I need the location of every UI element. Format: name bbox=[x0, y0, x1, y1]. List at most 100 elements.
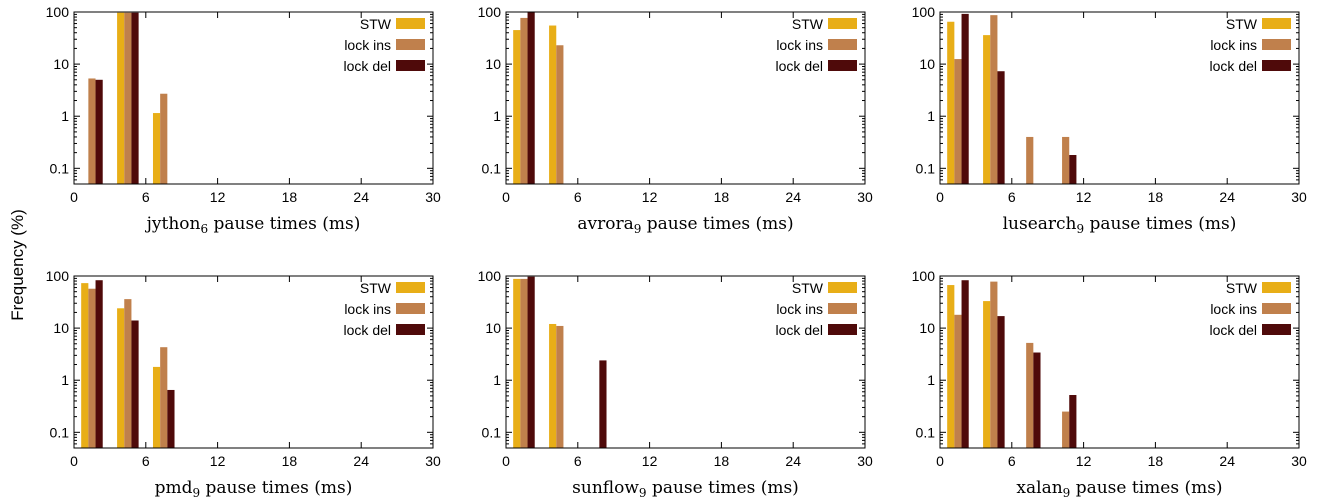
shared-y-axis-label: Frequency (%) bbox=[8, 209, 27, 320]
bar-lock-del-3 bbox=[1033, 352, 1041, 448]
legend-label-lock-del: lock del bbox=[1210, 322, 1257, 338]
plot-frame bbox=[939, 275, 1300, 449]
legend-swatch-lock-del bbox=[828, 60, 857, 71]
bar-STW-3 bbox=[152, 366, 161, 448]
x-axis-label-main: pmd bbox=[155, 478, 193, 498]
y-tick-label: 0.1 bbox=[482, 160, 502, 176]
y-tick-label: 1 bbox=[927, 108, 935, 124]
x-tick-label: 0 bbox=[70, 189, 78, 205]
y-tick-label: 10 bbox=[919, 320, 935, 336]
x-axis-label-sub: 9 bbox=[1077, 222, 1085, 236]
x-tick-label: 12 bbox=[642, 453, 658, 469]
x-tick-label: 6 bbox=[574, 453, 582, 469]
x-tick-label: 18 bbox=[1148, 453, 1164, 469]
bar-STW-1 bbox=[513, 278, 521, 448]
x-tick-label: 6 bbox=[142, 453, 150, 469]
bar-STW-2 bbox=[549, 323, 557, 448]
plot-frame bbox=[73, 11, 434, 185]
y-tick-label: 100 bbox=[46, 268, 70, 284]
legend-label-lock-del: lock del bbox=[344, 322, 391, 338]
legend-label-STW: STW bbox=[360, 16, 392, 32]
x-axis-label-sub: 9 bbox=[193, 486, 201, 500]
legend-label-lock-ins: lock ins bbox=[1210, 301, 1257, 317]
legend-label-lock-ins: lock ins bbox=[776, 301, 823, 317]
legend-swatch-lock-ins bbox=[828, 303, 857, 314]
x-tick-label: 12 bbox=[1076, 453, 1092, 469]
y-tick-label: 0.1 bbox=[50, 424, 70, 440]
x-axis-label-main: sunflow bbox=[572, 478, 639, 498]
legend-swatch-lock-del bbox=[828, 324, 857, 335]
bar-lock-del-1 bbox=[961, 280, 969, 448]
legend-label-STW: STW bbox=[1226, 16, 1258, 32]
x-tick-label: 0 bbox=[936, 453, 944, 469]
bar-STW-1 bbox=[947, 285, 955, 448]
legend-label-lock-ins: lock ins bbox=[1210, 37, 1257, 53]
x-axis-label-sub: 9 bbox=[1063, 486, 1071, 500]
x-tick-label: 6 bbox=[142, 189, 150, 205]
y-tick-label: 100 bbox=[912, 4, 936, 20]
y-tick-label: 10 bbox=[53, 56, 69, 72]
legend-label-STW: STW bbox=[792, 280, 824, 296]
legend-swatch-lock-ins bbox=[396, 303, 425, 314]
bar-lock-ins-2 bbox=[990, 15, 998, 185]
x-tick-label: 18 bbox=[282, 189, 298, 205]
bar-STW-1 bbox=[513, 30, 521, 184]
x-axis-label-rest: pause times (ms) bbox=[641, 214, 793, 234]
bar-lock-del-1 bbox=[95, 280, 103, 448]
y-tick-label: 1 bbox=[493, 108, 501, 124]
bar-STW-2 bbox=[983, 301, 991, 448]
bar-lock-del-2 bbox=[131, 320, 139, 448]
x-axis-label-main: lusearch bbox=[1003, 214, 1077, 234]
bar-lock-ins-1 bbox=[954, 314, 962, 448]
legend-swatch-lock-del bbox=[396, 60, 425, 71]
legend-swatch-STW bbox=[396, 18, 425, 29]
bar-lock-ins-4 bbox=[1062, 136, 1070, 184]
legend-swatch-STW bbox=[396, 282, 425, 293]
x-axis-label-sub: 9 bbox=[639, 486, 647, 500]
x-tick-label: 30 bbox=[1291, 453, 1307, 469]
chart-panel-2: 0.1 1 10 100 0 6 12 18 24 30 avrora9 pause times (… bbox=[478, 4, 873, 236]
x-axis-label-sub: 6 bbox=[200, 222, 208, 236]
y-tick-label: 100 bbox=[478, 4, 502, 20]
y-tick-label: 0.1 bbox=[916, 424, 936, 440]
x-tick-label: 18 bbox=[282, 453, 298, 469]
legend-label-lock-del: lock del bbox=[776, 322, 823, 338]
bar-STW-2 bbox=[117, 308, 125, 448]
y-tick-label: 0.1 bbox=[482, 424, 502, 440]
bar-lock-ins-3 bbox=[1026, 136, 1034, 184]
plot-frame bbox=[939, 11, 1300, 185]
x-tick-label: 0 bbox=[936, 189, 944, 205]
x-tick-label: 18 bbox=[1148, 189, 1164, 205]
y-tick-label: 10 bbox=[485, 320, 501, 336]
legend-label-lock-del: lock del bbox=[776, 58, 823, 74]
bar-lock-ins-1 bbox=[88, 288, 96, 448]
legend-swatch-lock-ins bbox=[1262, 303, 1291, 314]
legend-swatch-STW bbox=[1262, 18, 1291, 29]
bar-lock-del-3 bbox=[167, 389, 175, 448]
bar-lock-del-2 bbox=[131, 12, 139, 184]
legend-label-lock-ins: lock ins bbox=[344, 37, 391, 53]
legend-label-lock-del: lock del bbox=[1210, 58, 1257, 74]
legend-swatch-STW bbox=[828, 282, 857, 293]
bar-lock-del-1 bbox=[527, 276, 535, 448]
legend-label-lock-ins: lock ins bbox=[776, 37, 823, 53]
x-tick-label: 24 bbox=[1219, 189, 1235, 205]
bar-STW-1 bbox=[947, 21, 955, 184]
bar-STW-3 bbox=[152, 113, 161, 184]
legend-label-STW: STW bbox=[792, 16, 824, 32]
y-tick-label: 1 bbox=[61, 372, 69, 388]
x-axis-label-main: avrora bbox=[577, 214, 633, 234]
bar-STW-1 bbox=[81, 283, 89, 448]
x-tick-label: 6 bbox=[574, 189, 582, 205]
x-tick-label: 30 bbox=[857, 189, 873, 205]
x-tick-label: 12 bbox=[642, 189, 658, 205]
legend-swatch-lock-del bbox=[1262, 60, 1291, 71]
x-axis-label-rest: pause times (ms) bbox=[1084, 214, 1236, 234]
bar-STW-2 bbox=[117, 12, 125, 184]
y-tick-label: 10 bbox=[53, 320, 69, 336]
x-tick-label: 24 bbox=[785, 189, 801, 205]
chart-panel-3: 0.1 1 10 100 0 6 12 18 24 30 lusearch9 pause times… bbox=[912, 4, 1307, 236]
x-axis-label: xalan9 pause times (ms) bbox=[1016, 478, 1222, 500]
